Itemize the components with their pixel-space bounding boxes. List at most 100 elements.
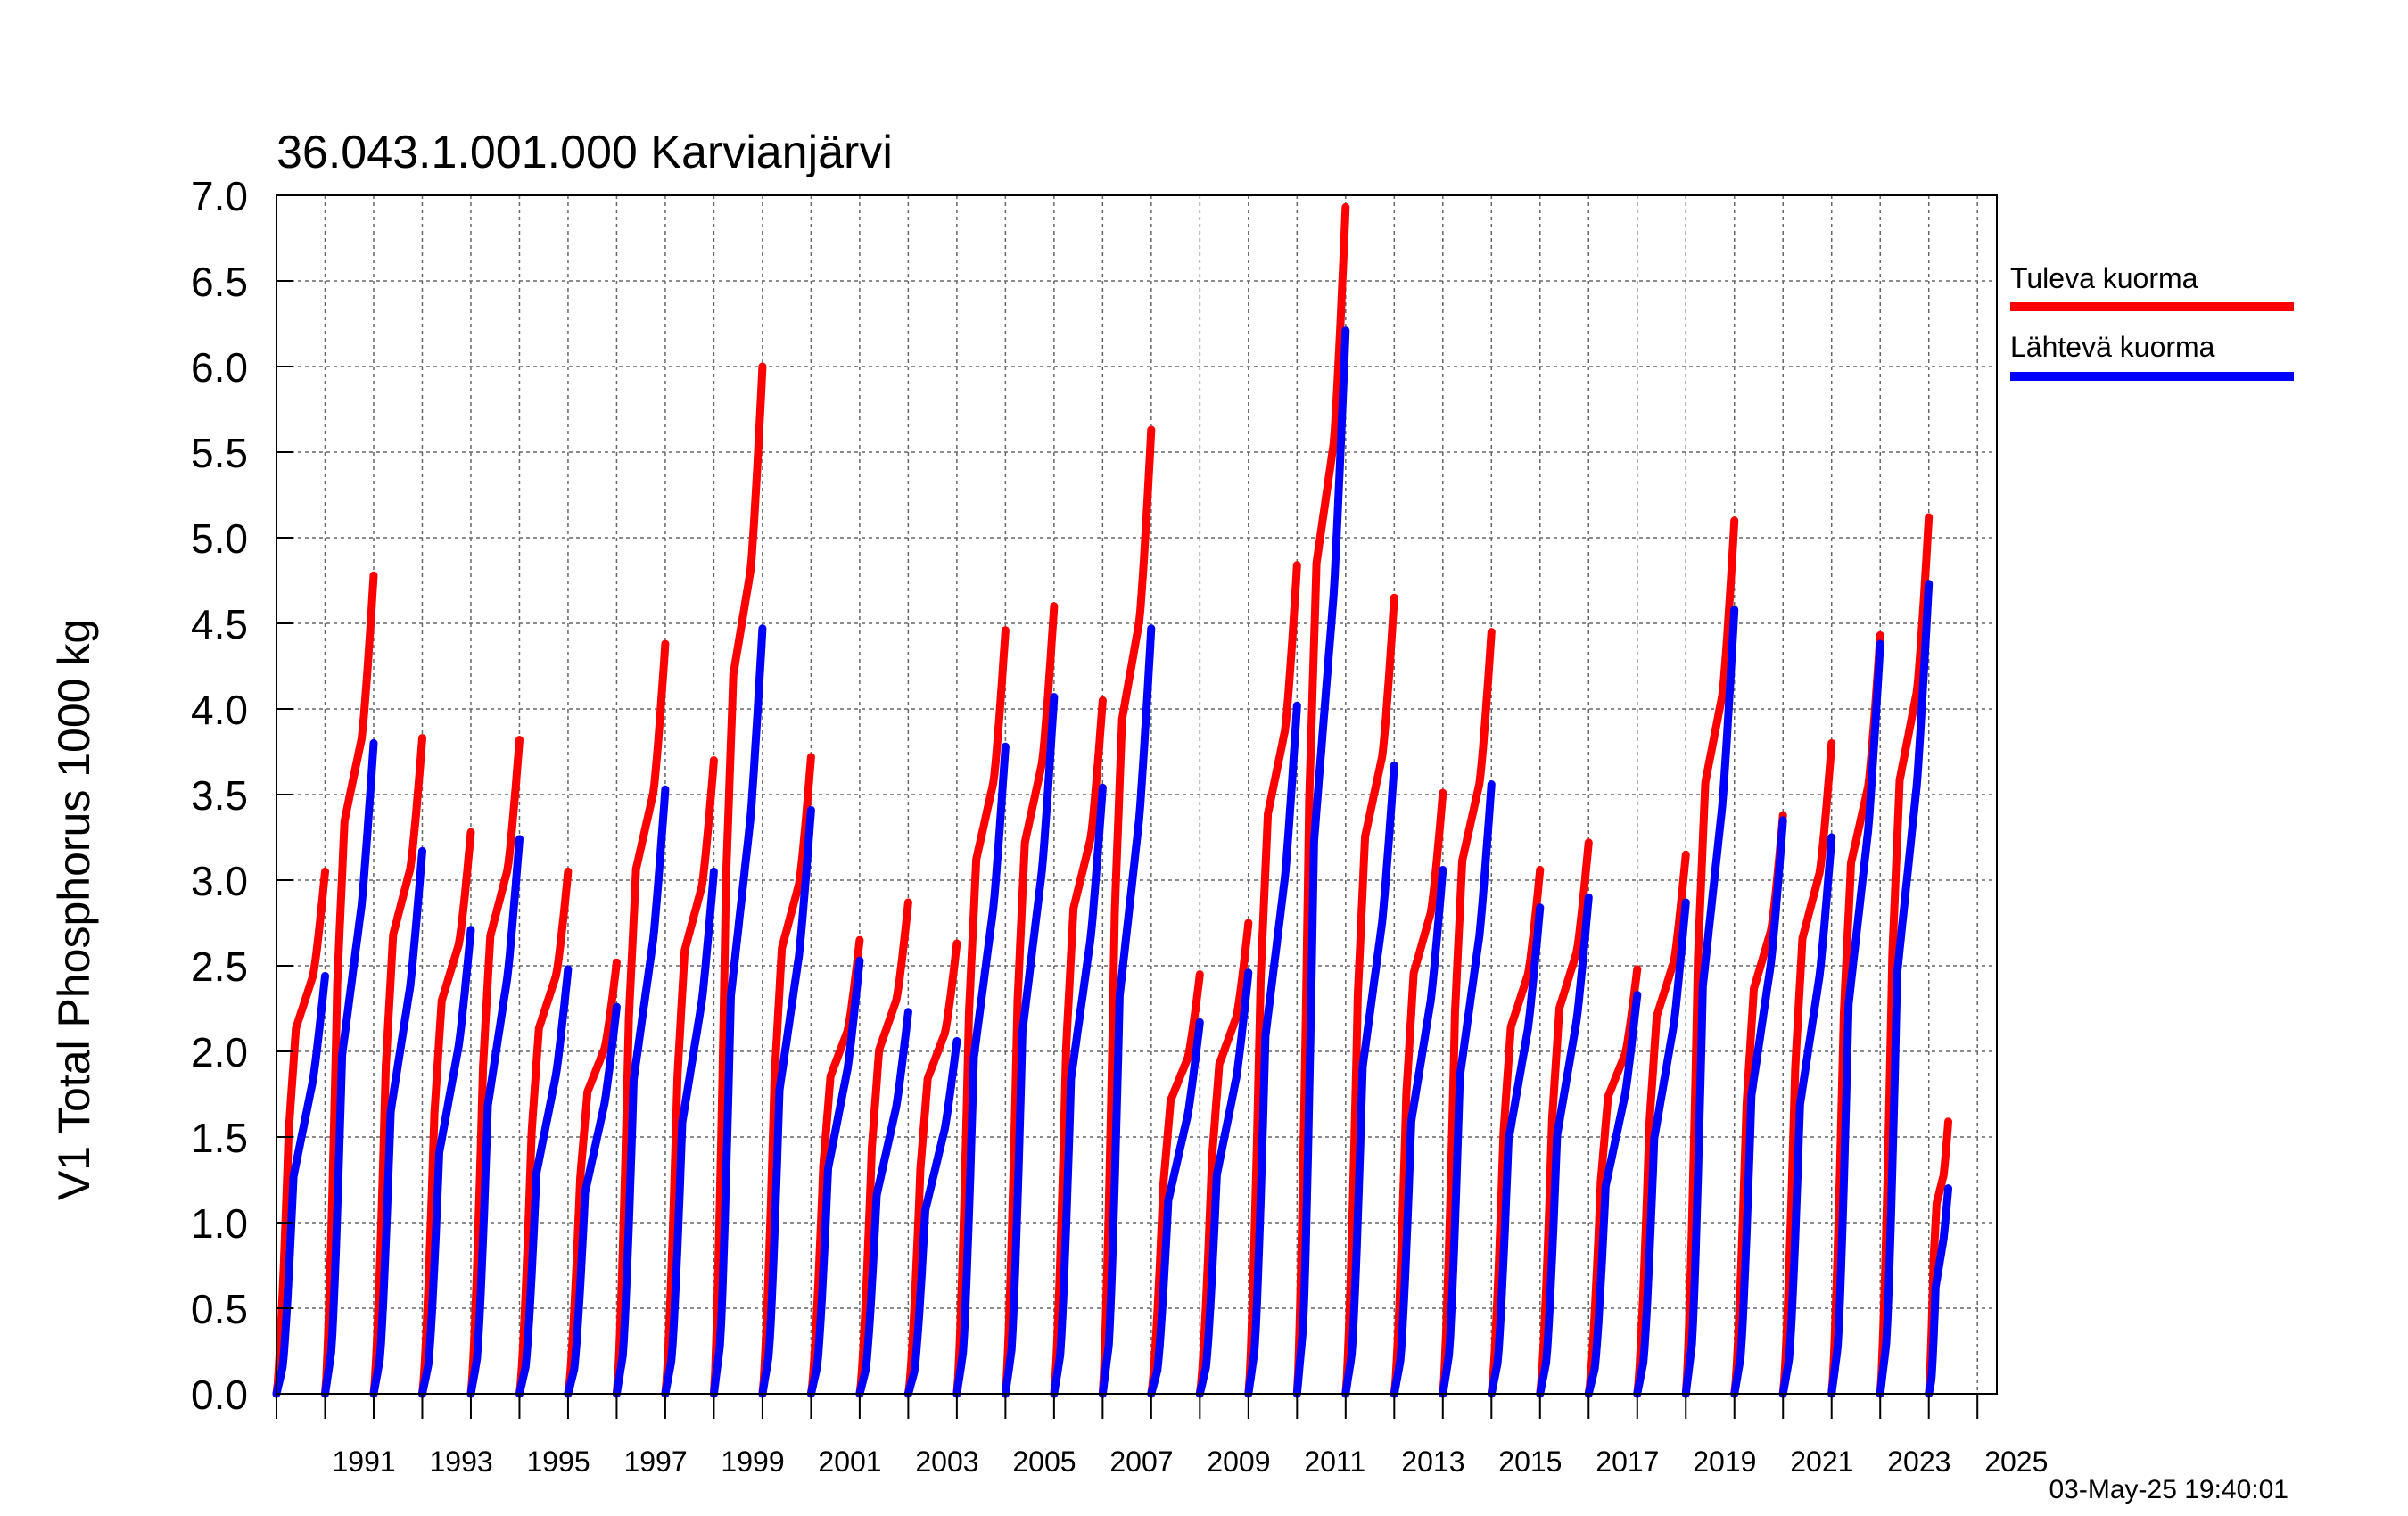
- y-tick-label: 4.5: [191, 601, 248, 647]
- series-year-line: [1439, 780, 1496, 1398]
- series-year-line: [1633, 898, 1690, 1398]
- x-tick-label: 2007: [1109, 1446, 1173, 1478]
- legend: Tuleva kuorma Lähtevä kuorma: [2010, 262, 2294, 381]
- x-tick-label: 2001: [818, 1446, 881, 1478]
- chart-title: 36.043.1.001.000 Karvianjärvi: [276, 127, 893, 178]
- series-year-line: [709, 624, 767, 1398]
- series-year-line: [1050, 783, 1107, 1398]
- legend-label-lahteva: Lähtevä kuorma: [2010, 331, 2215, 363]
- series-year-line: [1681, 606, 1739, 1398]
- x-tick-label: 2005: [1012, 1446, 1076, 1478]
- y-tick-label: 1.0: [191, 1200, 248, 1247]
- series-year-line: [1001, 693, 1059, 1398]
- series-year-line: [1584, 991, 1642, 1398]
- series-year-line: [758, 805, 815, 1398]
- y-axis-ticks: 0.0 0.5 1.0 1.5 2.0 2.5 3.0 3.5 4.0 4.5 5.0 5.5 6.0 6…: [191, 173, 293, 1418]
- series-year-line: [1098, 624, 1156, 1398]
- series-year-line: [855, 898, 912, 1398]
- x-tick-label: 2017: [1596, 1446, 1659, 1478]
- series-year-line: [952, 742, 1010, 1398]
- legend-label-tuleva: Tuleva kuorma: [2010, 262, 2198, 294]
- x-tick-label: 1991: [332, 1446, 395, 1478]
- series-year-line: [1536, 838, 1593, 1398]
- x-tick-label: 2011: [1304, 1446, 1365, 1478]
- series-year-line: [272, 972, 329, 1398]
- x-tick-label: 2013: [1401, 1446, 1464, 1478]
- series-layer: [272, 202, 1952, 1398]
- y-tick-label: 6.5: [191, 259, 248, 305]
- y-axis-label: V1 Total Phosphorus 1000 kg: [49, 619, 99, 1200]
- y-tick-label: 6.0: [191, 344, 248, 391]
- x-tick-label: 1995: [526, 1446, 590, 1478]
- series-year-line: [1244, 701, 1301, 1398]
- series-year-line: [1778, 833, 1836, 1398]
- series-year-line: [1050, 696, 1107, 1398]
- series-year-line: [1876, 580, 1934, 1398]
- x-tick-label: 2009: [1207, 1446, 1270, 1478]
- series-year-line: [564, 1002, 621, 1398]
- series-year-line: [369, 734, 426, 1398]
- series-year-line: [1195, 968, 1253, 1398]
- series-year-line: [1292, 202, 1350, 1398]
- series-year-line: [1390, 788, 1447, 1398]
- y-tick-label: 3.0: [191, 858, 248, 904]
- x-tick-label: 1999: [721, 1446, 784, 1478]
- series-year-line: [1244, 561, 1301, 1398]
- series-year-line: [612, 785, 670, 1398]
- x-tick-label: 2019: [1693, 1446, 1756, 1478]
- series-year-line: [1341, 761, 1398, 1398]
- series-year-line: [612, 639, 670, 1398]
- series-year-line: [515, 867, 573, 1398]
- series-year-line: [1390, 866, 1447, 1398]
- series-year-line: [369, 846, 426, 1398]
- series-year-line: [806, 956, 864, 1398]
- x-axis-ticks: 1991 1993 1995 1997 1999 2001 2003 2005 2007 2009…: [276, 1394, 2048, 1478]
- series-year-line: [1681, 516, 1739, 1398]
- series-year-line: [418, 926, 475, 1398]
- timestamp: 03-May-25 19:40:01: [2049, 1475, 2288, 1504]
- x-tick-label: 1993: [429, 1446, 492, 1478]
- series-year-line: [466, 736, 524, 1398]
- x-tick-label: 1997: [623, 1446, 687, 1478]
- y-tick-label: 0.0: [191, 1372, 248, 1418]
- series-year-line: [1195, 919, 1253, 1398]
- series-year-line: [418, 828, 475, 1398]
- series-year-line: [1098, 425, 1156, 1398]
- series-year-line: [564, 958, 621, 1398]
- series-year-line: [1536, 893, 1593, 1398]
- series-year-line: [1827, 639, 1884, 1398]
- y-tick-label: 1.5: [191, 1115, 248, 1161]
- y-tick-label: 5.0: [191, 515, 248, 562]
- y-tick-label: 2.0: [191, 1029, 248, 1075]
- series-year-line: [1876, 513, 1934, 1398]
- series-year-line: [1341, 593, 1398, 1398]
- y-tick-label: 4.0: [191, 687, 248, 733]
- series-year-line: [1292, 326, 1350, 1398]
- series-year-line: [855, 1008, 912, 1398]
- series-lahteva: [272, 326, 1952, 1398]
- series-year-line: [1925, 1184, 1952, 1398]
- x-tick-label: 2025: [1984, 1446, 2048, 1478]
- series-year-line: [952, 626, 1010, 1398]
- series-year-line: [321, 738, 378, 1398]
- series-year-line: [1487, 903, 1545, 1398]
- series-year-line: [515, 965, 573, 1398]
- series-year-line: [1147, 1018, 1204, 1398]
- series-year-line: [1001, 602, 1059, 1398]
- series-year-line: [661, 756, 718, 1398]
- y-tick-label: 0.5: [191, 1286, 248, 1332]
- series-year-line: [1487, 866, 1545, 1398]
- x-tick-label: 2015: [1498, 1446, 1562, 1478]
- x-tick-label: 2003: [915, 1446, 978, 1478]
- series-year-line: [1439, 628, 1496, 1398]
- y-tick-label: 2.5: [191, 943, 248, 990]
- series-year-line: [1778, 738, 1836, 1398]
- series-year-line: [758, 753, 815, 1398]
- series-year-line: [903, 939, 961, 1398]
- series-year-line: [709, 362, 767, 1398]
- series-year-line: [661, 867, 718, 1398]
- series-year-line: [466, 835, 524, 1398]
- series-tuleva: [272, 202, 1952, 1398]
- x-tick-label: 2023: [1887, 1446, 1950, 1478]
